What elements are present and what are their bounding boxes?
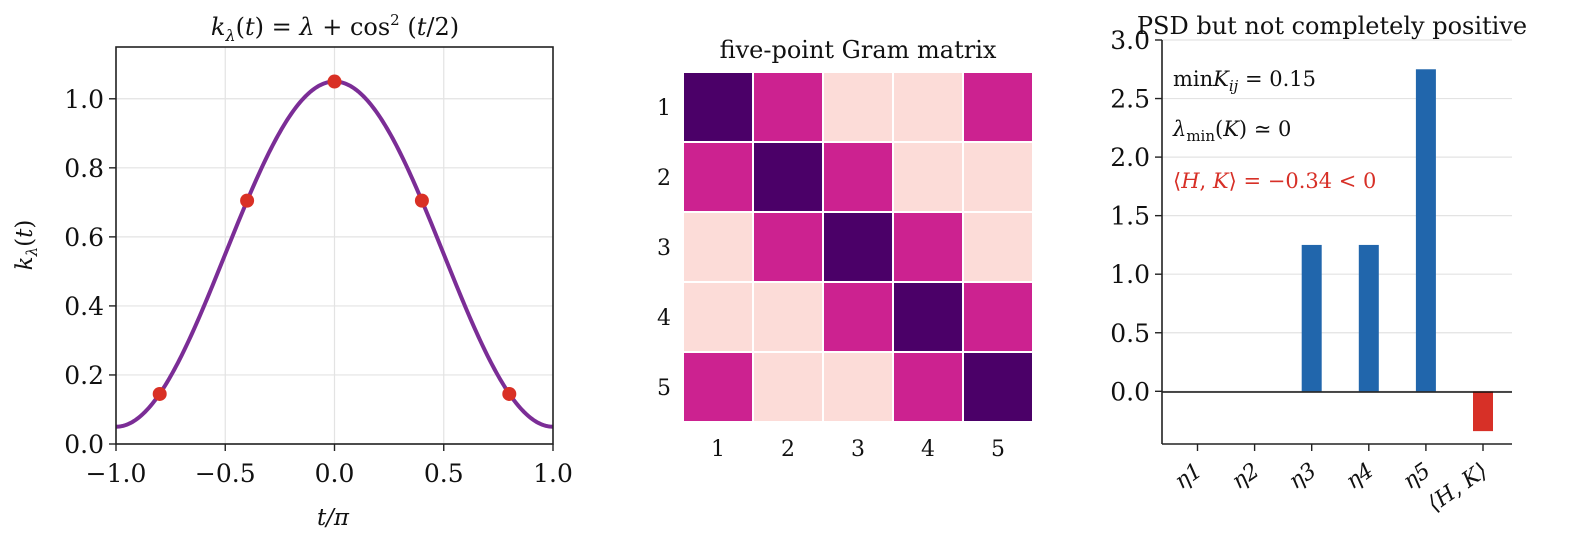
heatmap-cell bbox=[682, 351, 754, 423]
heatmap-cell bbox=[962, 141, 1034, 213]
line-y-tick-label: 0.6 bbox=[64, 223, 104, 252]
bar bbox=[1358, 244, 1379, 392]
line-x-tick-label: 1.0 bbox=[533, 459, 573, 488]
line-y-tick-label: 0.8 bbox=[64, 154, 104, 183]
heatmap-cell bbox=[682, 141, 754, 213]
heatmap-cell bbox=[752, 211, 824, 283]
line-data-point bbox=[152, 386, 167, 401]
line-y-tick-label: 1.0 bbox=[64, 85, 104, 114]
bar-x-tick-label: η2 bbox=[1227, 458, 1264, 494]
bar bbox=[1301, 244, 1322, 392]
annotation-inner-product: ⟨H, K⟩ = −0.34 < 0 bbox=[1173, 169, 1376, 193]
heatmap-cell bbox=[962, 351, 1034, 423]
line-y-axis-label: kλ(t) bbox=[12, 220, 41, 271]
bar-grid bbox=[1162, 39, 1512, 392]
heatmap-cell bbox=[962, 71, 1034, 143]
heatmap-cell bbox=[892, 71, 964, 143]
heatmap-cell bbox=[822, 351, 894, 423]
line-grid bbox=[115, 47, 554, 445]
heatmap-cell bbox=[752, 351, 824, 423]
annotation-lambda-min: λmin(K) ≃ 0 bbox=[1172, 117, 1291, 145]
heatmap-cell bbox=[752, 141, 824, 213]
heatmap-row-label: 3 bbox=[657, 236, 671, 261]
heatmap-cells bbox=[682, 71, 1034, 423]
line-y-tick-label: 0.0 bbox=[64, 430, 104, 459]
line-chart-title: kλ(t) = λ + cos2 (t/2) bbox=[211, 11, 459, 45]
bar bbox=[1415, 69, 1436, 392]
bar-y-tick-label: 0.5 bbox=[1110, 319, 1150, 348]
heatmap-labels: 1 2 3 4 5 1 2 3 4 5 bbox=[657, 96, 1005, 462]
heatmap-col-label: 5 bbox=[991, 437, 1005, 462]
line-data-point bbox=[414, 193, 429, 208]
bar-x-tick-label: η1 bbox=[1170, 458, 1207, 494]
heatmap-panel: five-point Gram matrix 1 2 3 4 5 1 2 3 4 5 bbox=[657, 36, 1034, 462]
line-x-tick-label: 0.0 bbox=[315, 459, 355, 488]
bar-y-tick-label: 1.5 bbox=[1110, 202, 1150, 231]
heatmap-cell bbox=[752, 281, 824, 353]
heatmap-row-label: 5 bbox=[657, 376, 671, 401]
heatmap-cell bbox=[822, 141, 894, 213]
heatmap-cell bbox=[682, 71, 754, 143]
heatmap-cell bbox=[822, 281, 894, 353]
heatmap-cell bbox=[892, 141, 964, 213]
line-points bbox=[152, 74, 517, 401]
bar-y-tick-label: 2.5 bbox=[1110, 85, 1150, 114]
line-x-tick-label: −1.0 bbox=[86, 459, 147, 488]
line-data-point bbox=[240, 193, 255, 208]
bar-x-tick-label: ⟨H, K⟩ bbox=[1423, 458, 1492, 517]
heatmap-cell bbox=[892, 281, 964, 353]
heatmap-cell bbox=[682, 281, 754, 353]
line-panel: kλ(t) = λ + cos2 (t/2) −1.0 −0.5 0.0 0.5 1.0… bbox=[12, 11, 573, 531]
line-x-tick-label: 0.5 bbox=[424, 459, 464, 488]
line-data-point bbox=[327, 74, 342, 89]
line-y-tick-label: 0.4 bbox=[64, 292, 104, 321]
heatmap-cell bbox=[892, 211, 964, 283]
heatmap-row-label: 1 bbox=[657, 96, 671, 121]
heatmap-title: five-point Gram matrix bbox=[720, 36, 997, 64]
bar-chart-title: PSD but not completely positive bbox=[1137, 12, 1527, 40]
heatmap-cell bbox=[682, 211, 754, 283]
heatmap-cell bbox=[962, 211, 1034, 283]
line-data-point bbox=[502, 386, 517, 401]
bar-y-tick-label: 3.0 bbox=[1110, 26, 1150, 55]
bar-x-tick-label: η4 bbox=[1342, 458, 1379, 494]
heatmap-row-label: 2 bbox=[657, 166, 671, 191]
heatmap-col-label: 2 bbox=[781, 437, 795, 462]
heatmap-cell bbox=[822, 71, 894, 143]
heatmap-row-label: 4 bbox=[657, 306, 671, 331]
heatmap-cell bbox=[822, 211, 894, 283]
heatmap-col-label: 1 bbox=[711, 437, 725, 462]
heatmap-col-label: 4 bbox=[921, 437, 935, 462]
bar-x-tick-label: η3 bbox=[1285, 458, 1322, 494]
bar-y-tick-label: 0.0 bbox=[1110, 377, 1150, 406]
bar-panel: PSD but not completely positive 0.0 0.5 1.… bbox=[1110, 12, 1527, 517]
heatmap-col-label: 3 bbox=[851, 437, 865, 462]
line-ticks: −1.0 −0.5 0.0 0.5 1.0 0.0 0.2 0.4 0.6 0.8 1.0 bbox=[64, 85, 573, 488]
annotation-min-kij: minKij = 0.15 bbox=[1173, 67, 1316, 95]
heatmap-cell bbox=[962, 281, 1034, 353]
bar-y-tick-label: 2.0 bbox=[1110, 143, 1150, 172]
bar-x-tick-label: η5 bbox=[1399, 458, 1436, 494]
bar-y-tick-label: 1.0 bbox=[1110, 260, 1150, 289]
heatmap-cell bbox=[752, 71, 824, 143]
bar-bars bbox=[1301, 69, 1493, 432]
line-x-axis-label: t/π bbox=[317, 505, 350, 531]
heatmap-cell bbox=[892, 351, 964, 423]
line-x-tick-label: −0.5 bbox=[195, 459, 256, 488]
bar bbox=[1473, 391, 1493, 432]
line-y-tick-label: 0.2 bbox=[64, 361, 104, 390]
